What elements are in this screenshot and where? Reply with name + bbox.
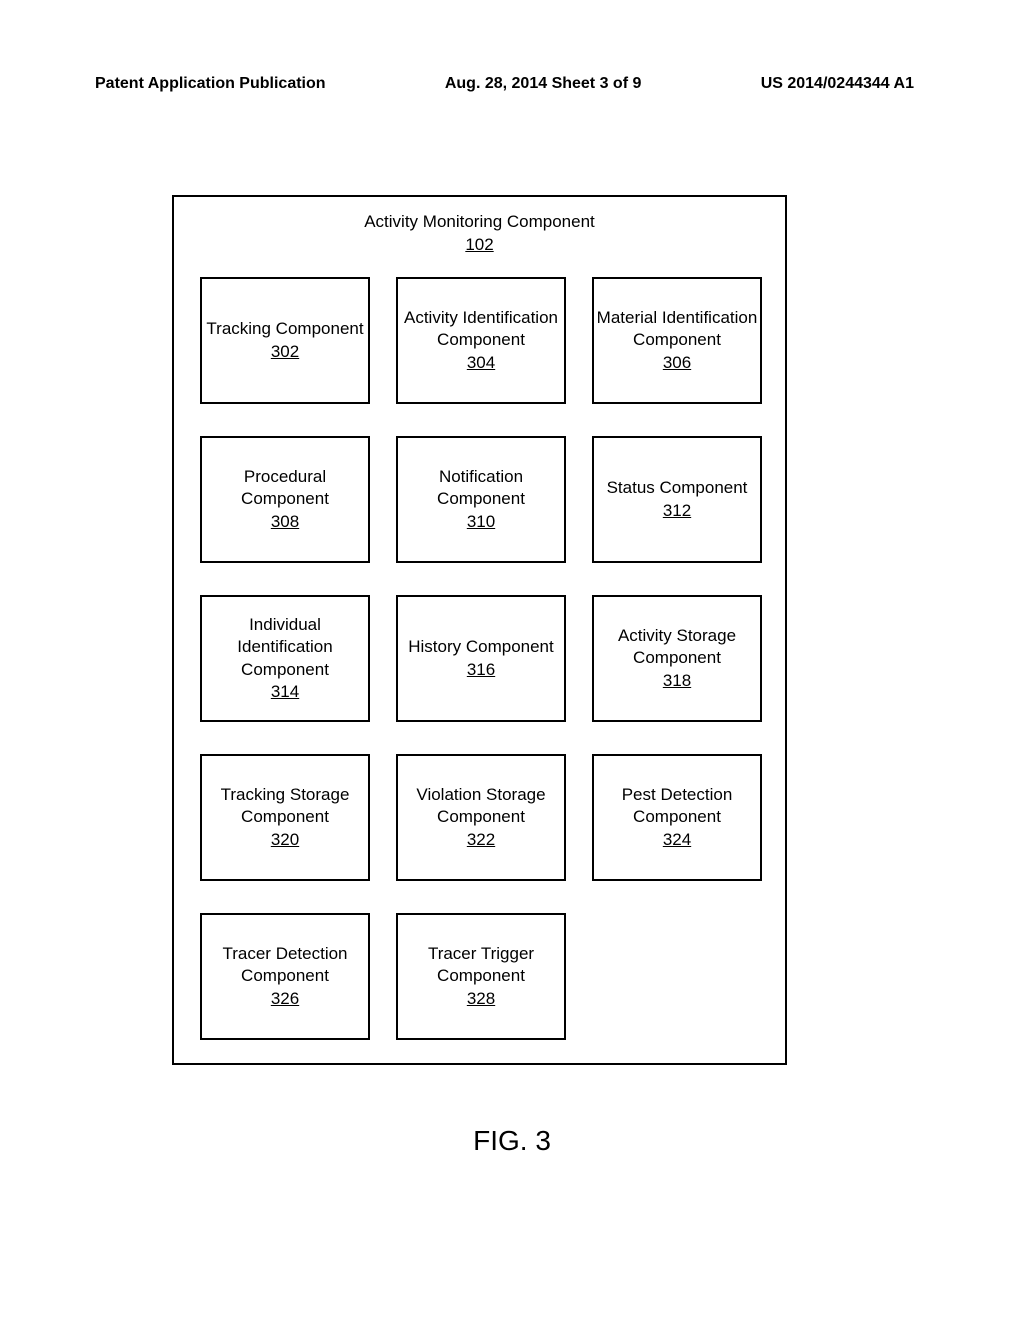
component-ref: 316 bbox=[467, 659, 495, 681]
component-label: Notification Component bbox=[400, 466, 562, 510]
header-center: Aug. 28, 2014 Sheet 3 of 9 bbox=[445, 75, 642, 93]
component-ref: 306 bbox=[663, 352, 691, 374]
component-ref: 314 bbox=[271, 681, 299, 703]
main-title: Activity Monitoring Component 102 bbox=[174, 197, 785, 257]
component-box: Tracking Storage Component 320 bbox=[200, 754, 370, 881]
component-box: Pest Detection Component 324 bbox=[592, 754, 762, 881]
component-label: Individual Identification Component bbox=[204, 614, 366, 680]
main-component-box: Activity Monitoring Component 102 Tracki… bbox=[172, 195, 787, 1065]
component-box: Material Identification Component 306 bbox=[592, 277, 762, 404]
main-title-ref: 102 bbox=[174, 234, 785, 257]
component-ref: 312 bbox=[663, 500, 691, 522]
component-label: Pest Detection Component bbox=[596, 784, 758, 828]
component-label: Material Identification Component bbox=[596, 307, 758, 351]
component-box: Status Component 312 bbox=[592, 436, 762, 563]
component-label: Tracking Component bbox=[206, 318, 363, 340]
component-box: Individual Identification Component 314 bbox=[200, 595, 370, 722]
component-box: Tracking Component 302 bbox=[200, 277, 370, 404]
component-ref: 318 bbox=[663, 670, 691, 692]
header-right: US 2014/0244344 A1 bbox=[761, 75, 914, 93]
component-ref: 322 bbox=[467, 829, 495, 851]
component-ref: 326 bbox=[271, 988, 299, 1010]
component-label: Activity Storage Component bbox=[596, 625, 758, 669]
component-label: Activity Identification Component bbox=[400, 307, 562, 351]
figure-label: FIG. 3 bbox=[0, 1125, 1024, 1157]
component-label: History Component bbox=[408, 636, 554, 658]
component-ref: 324 bbox=[663, 829, 691, 851]
component-ref: 302 bbox=[271, 341, 299, 363]
component-grid: Tracking Component 302 Activity Identifi… bbox=[200, 277, 765, 1040]
header-left: Patent Application Publication bbox=[95, 75, 326, 93]
page-header: Patent Application Publication Aug. 28, … bbox=[0, 0, 1024, 103]
component-ref: 308 bbox=[271, 511, 299, 533]
component-label: Tracer Detection Component bbox=[204, 943, 366, 987]
component-box: Activity Identification Component 304 bbox=[396, 277, 566, 404]
component-label: Violation Storage Component bbox=[400, 784, 562, 828]
component-box: Tracer Trigger Component 328 bbox=[396, 913, 566, 1040]
component-label: Tracking Storage Component bbox=[204, 784, 366, 828]
main-title-label: Activity Monitoring Component bbox=[174, 211, 785, 234]
component-label: Procedural Component bbox=[204, 466, 366, 510]
component-label: Tracer Trigger Component bbox=[400, 943, 562, 987]
component-box: Activity Storage Component 318 bbox=[592, 595, 762, 722]
component-ref: 304 bbox=[467, 352, 495, 374]
component-ref: 320 bbox=[271, 829, 299, 851]
component-ref: 328 bbox=[467, 988, 495, 1010]
component-box: History Component 316 bbox=[396, 595, 566, 722]
component-box: Tracer Detection Component 326 bbox=[200, 913, 370, 1040]
component-box: Notification Component 310 bbox=[396, 436, 566, 563]
component-ref: 310 bbox=[467, 511, 495, 533]
component-box: Violation Storage Component 322 bbox=[396, 754, 566, 881]
component-box: Procedural Component 308 bbox=[200, 436, 370, 563]
component-label: Status Component bbox=[607, 477, 748, 499]
